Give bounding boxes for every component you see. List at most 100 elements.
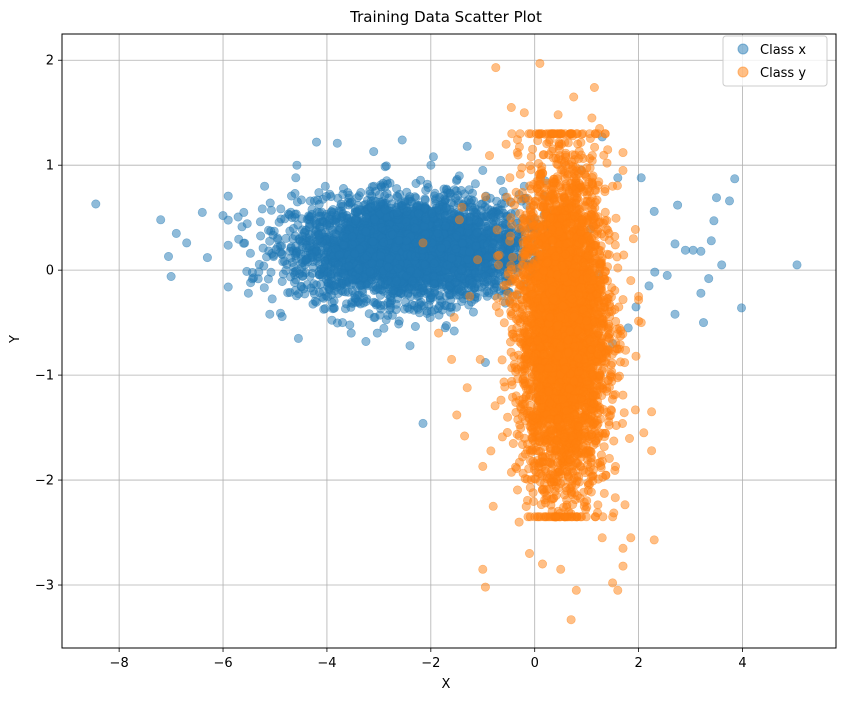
scatter-point	[286, 288, 294, 296]
scatter-point	[392, 277, 400, 285]
scatter-point	[401, 298, 409, 306]
scatter-point	[224, 192, 232, 200]
scatter-point	[355, 265, 363, 273]
scatter-point	[419, 419, 427, 427]
scatter-point	[380, 324, 388, 332]
scatter-point	[240, 208, 248, 216]
scatter-point	[737, 304, 745, 312]
scatter-point	[224, 283, 232, 291]
scatter-point	[351, 216, 359, 224]
scatter-point	[256, 218, 264, 226]
scatter-point	[663, 271, 671, 279]
scatter-point	[406, 342, 414, 350]
scatter-point	[289, 235, 297, 243]
scatter-point	[264, 226, 272, 234]
scatter-point	[266, 199, 274, 207]
scatter-point	[330, 304, 338, 312]
scatter-point	[362, 337, 370, 345]
scatter-point	[705, 274, 713, 282]
scatter-point	[157, 216, 165, 224]
scatter-point	[268, 295, 276, 303]
scatter-point	[266, 310, 274, 318]
scatter-point	[503, 413, 511, 421]
scatter-point	[393, 208, 401, 216]
scatter-point	[411, 252, 419, 260]
scatter-point	[351, 249, 359, 257]
scatter-point	[432, 200, 440, 208]
scatter-point	[431, 189, 439, 197]
scatter-point	[437, 244, 445, 252]
scatter-point	[339, 269, 347, 277]
scatter-point	[445, 273, 453, 281]
scatter-point	[198, 208, 206, 216]
scatter-point	[325, 215, 333, 223]
scatter-point	[219, 211, 227, 219]
scatter-point	[334, 261, 342, 269]
scatter-point	[315, 212, 323, 220]
scatter-point	[645, 282, 653, 290]
scatter-point	[335, 251, 343, 259]
scatter-point	[482, 222, 490, 230]
scatter-point	[345, 194, 353, 202]
scatter-point	[681, 246, 689, 254]
scatter-point	[479, 166, 487, 174]
scatter-point	[381, 206, 389, 214]
scatter-point	[292, 174, 300, 182]
scatter-point	[370, 215, 378, 223]
scatter-point	[363, 252, 371, 260]
scatter-point	[453, 231, 461, 239]
scatter-point	[471, 269, 479, 277]
scatter-point	[309, 253, 317, 261]
scatter-point	[441, 211, 449, 219]
scatter-point	[385, 255, 393, 263]
scatter-point	[164, 252, 172, 260]
scatter-point	[262, 253, 270, 261]
scatter-point	[417, 289, 425, 297]
scatter-point	[293, 198, 301, 206]
scatter-point	[322, 192, 330, 200]
scatter-point	[411, 224, 419, 232]
scatter-point	[489, 239, 497, 247]
scatter-point	[382, 162, 390, 170]
scatter-point	[673, 201, 681, 209]
scatter-point	[332, 280, 340, 288]
scatter-point	[386, 300, 394, 308]
scatter-point	[427, 291, 435, 299]
scatter-point	[408, 277, 416, 285]
scatter-point	[369, 237, 377, 245]
scatter-point	[368, 259, 376, 267]
scatter-point	[276, 242, 284, 250]
scatter-point	[246, 249, 254, 257]
scatter-point	[637, 174, 645, 182]
scatter-point	[312, 138, 320, 146]
scatter-point	[258, 205, 266, 213]
scatter-point	[244, 289, 252, 297]
scatter-point	[379, 238, 387, 246]
scatter-point	[321, 304, 329, 312]
scatter-point	[497, 176, 505, 184]
scatter-point	[731, 175, 739, 183]
scatter-point	[463, 142, 471, 150]
scatter-point	[428, 209, 436, 217]
scatter-point	[319, 287, 327, 295]
scatter-point	[293, 161, 301, 169]
scatter-point	[267, 206, 275, 214]
scatter-point	[348, 233, 356, 241]
scatter-point	[430, 279, 438, 287]
scatter-point	[389, 286, 397, 294]
scatter-point	[349, 275, 357, 283]
scatter-point	[422, 275, 430, 283]
scatter-point	[356, 282, 364, 290]
scatter-point	[594, 501, 602, 509]
scatter-point	[313, 196, 321, 204]
scatter-point	[697, 247, 705, 255]
scatter-point	[281, 215, 289, 223]
scatter-point	[397, 289, 405, 297]
scatter-point	[457, 266, 465, 274]
scatter-point	[371, 201, 379, 209]
scatter-point	[277, 205, 285, 213]
scatter-point	[345, 262, 353, 270]
scatter-point	[315, 231, 323, 239]
